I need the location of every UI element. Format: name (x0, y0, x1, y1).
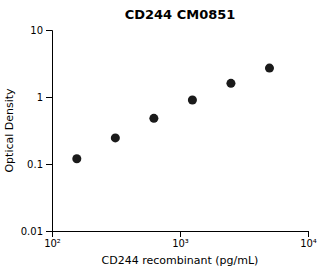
y-tick-mark (46, 30, 52, 31)
y-tick-label: 1 (37, 92, 43, 103)
y-axis-title: Optical Density (3, 88, 16, 173)
x-axis-title: CD244 recombinant (pg/mL) (102, 254, 259, 267)
point (149, 114, 158, 123)
x-tick: 10³ (172, 231, 189, 249)
point (226, 79, 235, 88)
y-tick-label: 0.01 (21, 226, 43, 237)
title: CD244 CM0851 (125, 7, 236, 22)
point (188, 96, 197, 105)
y-tick-mark (46, 231, 52, 232)
point (265, 64, 274, 73)
x-tick-mark (308, 231, 309, 237)
y-tick-label: 0.1 (27, 159, 43, 170)
points (72, 64, 274, 164)
x-tick-mark (180, 231, 181, 237)
point (72, 154, 81, 163)
x-tick: 10⁴ (300, 231, 317, 249)
y-tick-mark (46, 97, 52, 98)
x-axis: 10² 10³ 10⁴ (44, 231, 317, 249)
x-tick-label: 10² (44, 238, 61, 249)
plot-area: 10² 10³ 10⁴ 0.01 0.1 1 10 (21, 25, 317, 249)
x-axis-line (53, 232, 309, 238)
y-axis-line (46, 31, 53, 232)
y-tick: 10 (30, 25, 52, 36)
x-tick: 10² (44, 231, 61, 249)
chart: 10² 10³ 10⁴ 0.01 0.1 1 10 CD244 CM0851 CD244 rec… (0, 0, 324, 273)
y-tick: 1 (37, 92, 52, 103)
point (111, 133, 120, 142)
y-tick: 0.01 (21, 226, 52, 237)
y-tick: 0.1 (27, 159, 52, 170)
y-axis: 0.01 0.1 1 10 (21, 25, 53, 237)
x-tick-label: 10³ (172, 238, 189, 249)
y-tick-label: 10 (30, 25, 43, 36)
y-tick-mark (46, 164, 52, 165)
x-tick-label: 10⁴ (300, 238, 317, 249)
